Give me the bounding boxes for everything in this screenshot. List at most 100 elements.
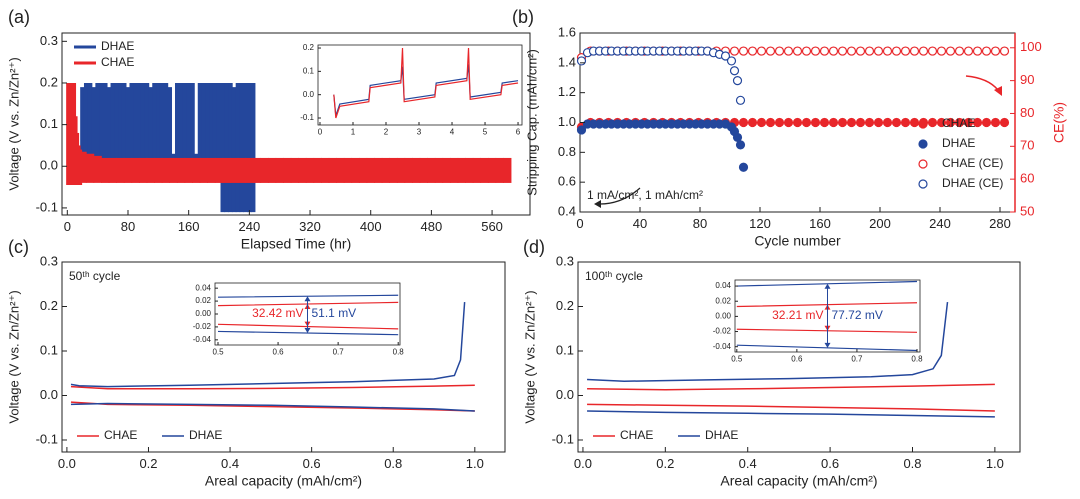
data-point xyxy=(774,46,785,56)
data-point xyxy=(747,117,758,128)
data-point xyxy=(900,46,911,56)
x-axis-label: Areal capacity (mAh/cm²) xyxy=(720,473,877,489)
y-tick-label: 0.3 xyxy=(40,33,58,48)
y-tick-label: 1.0 xyxy=(558,114,576,129)
legend-label: CHAE (CE) xyxy=(942,156,1003,170)
x-tick-label: 6 xyxy=(516,128,521,137)
x-axis-label: Areal capacity (mAh/cm²) xyxy=(205,473,362,489)
data-point xyxy=(963,117,974,128)
data-line xyxy=(217,294,399,336)
data-point xyxy=(864,46,875,56)
data-point xyxy=(735,140,746,150)
legend-marker xyxy=(918,179,928,189)
y-tick-label: 1.4 xyxy=(558,54,576,69)
data-point xyxy=(936,117,947,128)
y-tick-label: 0.04 xyxy=(195,283,211,292)
x-tick-label: 0.4 xyxy=(739,456,757,471)
x-axis-label: Cycle number xyxy=(754,233,841,249)
data-point xyxy=(756,46,767,56)
data-line xyxy=(333,64,519,116)
data-point xyxy=(855,117,866,128)
x-tick-label: 0 xyxy=(576,216,583,231)
data-point xyxy=(909,46,920,56)
data-point xyxy=(864,117,875,128)
data-point xyxy=(729,46,740,56)
data-point xyxy=(900,117,911,128)
legend-marker xyxy=(918,119,928,129)
data-point xyxy=(945,117,956,128)
data-point xyxy=(765,46,776,56)
y-tick-label: 0.3 xyxy=(556,253,574,268)
y-tick-label: 0.2 xyxy=(556,298,574,313)
legend-label: CHAE xyxy=(101,55,134,69)
y2-tick-label: 70 xyxy=(1020,138,1034,153)
data-point xyxy=(732,132,743,143)
data-point xyxy=(855,46,866,56)
data-point xyxy=(783,117,794,128)
x-tick-label: 0.8 xyxy=(903,456,921,471)
data-point xyxy=(747,46,758,56)
y-tick-label: 0.1 xyxy=(556,342,574,357)
data-point xyxy=(828,46,839,56)
x-tick-label: 480 xyxy=(421,219,443,234)
data-line xyxy=(70,384,475,412)
legend-marker xyxy=(918,159,928,169)
x-tick-label: 0.7 xyxy=(333,348,345,357)
data-line xyxy=(736,302,918,333)
x-tick-label: 1 xyxy=(351,128,356,137)
y-tick-label: 0.3 xyxy=(40,253,58,268)
y-tick-label: 0.8 xyxy=(558,144,576,159)
y-tick-label: 0.1 xyxy=(40,116,58,131)
y-tick-label: -0.1 xyxy=(36,199,58,214)
data-point xyxy=(873,117,884,128)
data-point xyxy=(828,117,839,128)
x-tick-label: 160 xyxy=(178,219,200,234)
y-tick-label: 0.02 xyxy=(195,296,211,305)
x-tick-label: 0.4 xyxy=(221,456,239,471)
y-tick-label: 0.2 xyxy=(303,43,315,52)
x-tick-label: 240 xyxy=(239,219,261,234)
condition-note: 100ᵗʰ cycle xyxy=(585,269,643,283)
data-point xyxy=(963,46,974,56)
data-point xyxy=(837,46,848,56)
y2-tick-label: 90 xyxy=(1020,72,1034,87)
y-axis-label: Voltage (V vs. Zn/Zn²⁺) xyxy=(522,290,537,423)
data-point xyxy=(792,117,803,128)
y-tick-label: -0.02 xyxy=(193,322,212,331)
x-tick-label: 80 xyxy=(121,219,135,234)
data-point xyxy=(819,46,830,56)
arrow xyxy=(599,187,641,205)
data-point xyxy=(738,46,749,56)
annotation: 32.42 mV xyxy=(252,306,303,320)
data-point xyxy=(846,46,857,56)
y-tick-label: 0.0 xyxy=(40,158,58,173)
data-point xyxy=(732,76,743,86)
x-tick-label: 1.0 xyxy=(986,456,1004,471)
data-point xyxy=(927,46,938,56)
data-point xyxy=(972,46,983,56)
legend-label: DHAE (CE) xyxy=(942,176,1003,190)
data-point xyxy=(792,46,803,56)
x-tick-label: 160 xyxy=(809,216,831,231)
y-tick-label: 0.1 xyxy=(303,66,315,75)
y-tick-label: 1.6 xyxy=(558,24,576,39)
x-tick-label: 280 xyxy=(989,216,1011,231)
data-line xyxy=(587,383,995,412)
panel-label: (d) xyxy=(523,237,545,257)
data-point xyxy=(720,51,731,61)
x-tick-label: 0.6 xyxy=(821,456,839,471)
y-tick-label: 0.02 xyxy=(715,296,731,305)
x-tick-label: 200 xyxy=(869,216,891,231)
x-tick-label: 0.2 xyxy=(139,456,157,471)
data-line xyxy=(333,47,519,119)
y-tick-label: -0.1 xyxy=(36,431,58,446)
y-tick-label: 0.4 xyxy=(558,203,576,218)
x-tick-label: 560 xyxy=(481,219,503,234)
y-tick-label: 0.04 xyxy=(715,281,731,290)
y2-tick-label: 100 xyxy=(1020,39,1042,54)
x-tick-label: 0 xyxy=(318,128,323,137)
data-point xyxy=(738,117,749,128)
y-tick-label: -0.1 xyxy=(300,113,314,122)
x-tick-label: 80 xyxy=(693,216,707,231)
y2-axis-label: CE(%) xyxy=(1051,102,1067,143)
